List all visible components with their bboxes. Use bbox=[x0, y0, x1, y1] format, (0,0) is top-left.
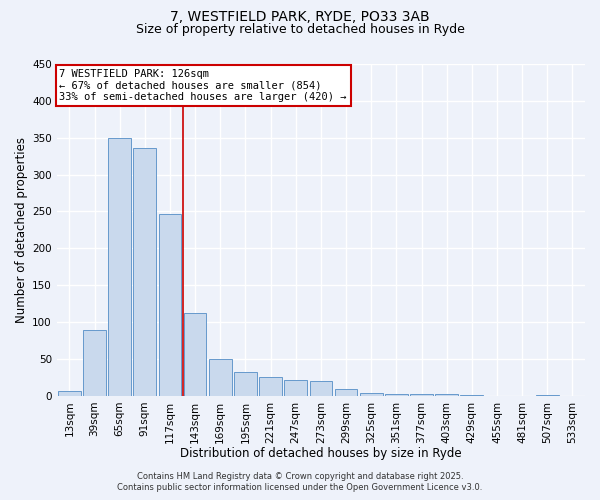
Bar bbox=[410, 394, 433, 396]
Bar bbox=[436, 394, 458, 396]
Bar bbox=[259, 376, 282, 396]
X-axis label: Distribution of detached houses by size in Ryde: Distribution of detached houses by size … bbox=[180, 447, 462, 460]
Text: 7, WESTFIELD PARK, RYDE, PO33 3AB: 7, WESTFIELD PARK, RYDE, PO33 3AB bbox=[170, 10, 430, 24]
Y-axis label: Number of detached properties: Number of detached properties bbox=[15, 137, 28, 323]
Bar bbox=[536, 395, 559, 396]
Bar bbox=[310, 381, 332, 396]
Bar bbox=[158, 214, 181, 396]
Bar bbox=[83, 330, 106, 396]
Bar bbox=[58, 392, 80, 396]
Bar bbox=[335, 389, 358, 396]
Text: Size of property relative to detached houses in Ryde: Size of property relative to detached ho… bbox=[136, 22, 464, 36]
Bar bbox=[284, 380, 307, 396]
Text: Contains HM Land Registry data © Crown copyright and database right 2025.
Contai: Contains HM Land Registry data © Crown c… bbox=[118, 472, 482, 492]
Bar bbox=[109, 138, 131, 396]
Bar bbox=[385, 394, 407, 396]
Bar bbox=[460, 395, 483, 396]
Bar bbox=[133, 148, 156, 396]
Bar bbox=[184, 314, 206, 396]
Text: 7 WESTFIELD PARK: 126sqm
← 67% of detached houses are smaller (854)
33% of semi-: 7 WESTFIELD PARK: 126sqm ← 67% of detach… bbox=[59, 69, 347, 102]
Bar bbox=[209, 359, 232, 396]
Bar bbox=[360, 393, 383, 396]
Bar bbox=[234, 372, 257, 396]
